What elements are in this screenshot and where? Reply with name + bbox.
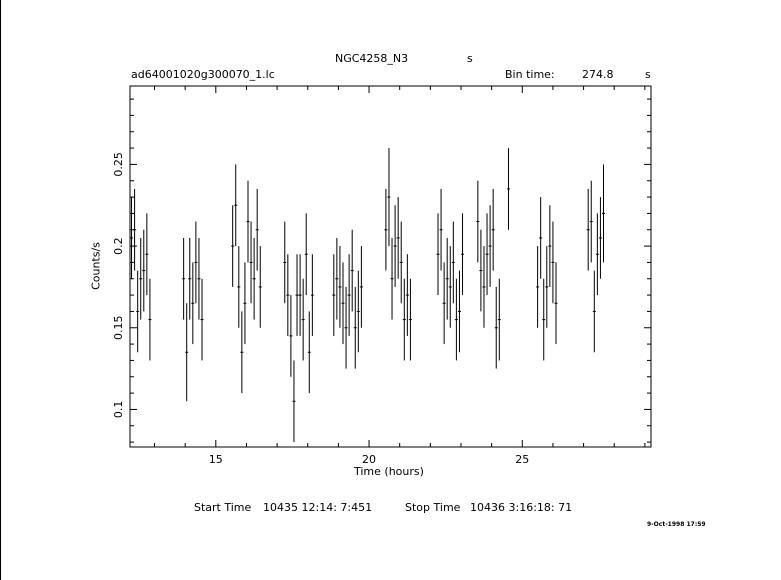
object-title: NGC4258_N3 [335, 52, 409, 65]
bin-time-unit: s [645, 68, 651, 81]
stop-time-value: 10436 3:16:18: 71 [470, 501, 573, 514]
x-tick-label: 15 [209, 453, 223, 466]
x-tick-label: 20 [362, 453, 376, 466]
bin-time-value: 274.8 [582, 68, 614, 81]
date-stamp: 9-Oct-1998 17:59 [647, 521, 706, 528]
bin-time-label: Bin time: [505, 68, 555, 81]
window-edge [0, 0, 1, 580]
file-name: ad64001020g300070_1.lc [131, 68, 275, 81]
y-tick-label: 0.25 [112, 152, 125, 177]
plot-frame [129, 85, 652, 448]
x-axis-title: Time (hours) [354, 465, 424, 478]
start-time-label: Start Time [194, 501, 252, 514]
x-tick-label: 25 [515, 453, 529, 466]
title-units: s [467, 52, 473, 65]
data-points [130, 148, 605, 443]
start-time-value: 10435 12:14: 7:451 [263, 501, 373, 514]
y-tick-label: 0.15 [112, 316, 125, 341]
y-axis-title: Counts/s [89, 242, 103, 290]
stop-time-label: Stop Time [405, 501, 461, 514]
y-tick-label: 0.1 [112, 401, 125, 419]
y-tick-label: 0.2 [112, 237, 125, 255]
